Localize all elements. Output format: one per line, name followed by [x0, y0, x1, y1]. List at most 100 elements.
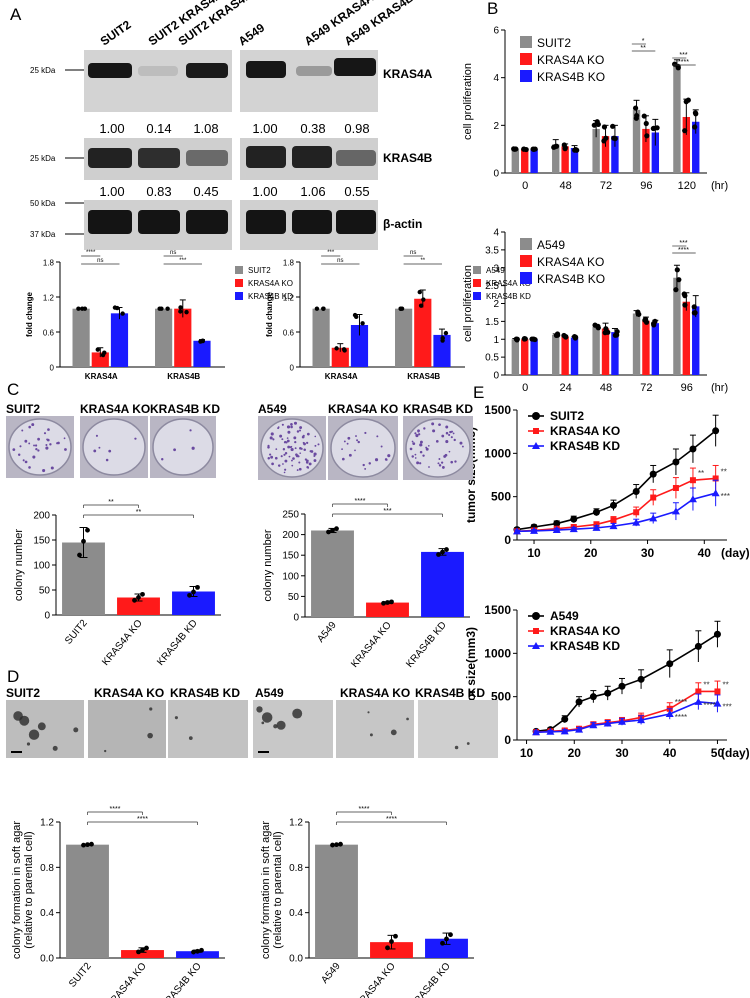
colony-dot — [173, 448, 176, 452]
sig-label: *** — [179, 258, 187, 264]
bar — [433, 334, 451, 367]
data-point — [398, 306, 403, 311]
mw-marker: 25 kDa — [30, 154, 56, 163]
quant-value: 1.00 — [99, 121, 124, 136]
legend-swatch — [520, 255, 532, 267]
colony-dot — [286, 439, 290, 443]
x-axis-label: (hr) — [711, 382, 728, 394]
bar — [521, 339, 529, 375]
legend-marker — [532, 642, 540, 649]
colony-dot — [98, 446, 101, 449]
bar — [692, 121, 700, 173]
data-point — [448, 932, 453, 938]
colony-dot — [299, 452, 302, 454]
data-point — [530, 526, 539, 534]
sig-label: ** — [640, 45, 646, 52]
data-point — [136, 949, 141, 955]
data-point — [675, 65, 681, 71]
data-point — [651, 125, 657, 131]
y-axis-label: tumor size(mm3) — [464, 627, 478, 723]
data-point — [601, 124, 608, 130]
y-tick-label: 150 — [33, 536, 50, 547]
data-point — [676, 277, 682, 283]
data-point — [592, 523, 601, 531]
panel-label-b: B — [487, 0, 498, 18]
colony-dot — [28, 729, 40, 740]
colony-dot — [147, 732, 153, 739]
x-tick-label: 20 — [568, 746, 582, 760]
data-point — [80, 306, 85, 311]
series-line — [536, 690, 718, 733]
bar — [395, 308, 413, 367]
data-point — [330, 527, 335, 533]
data-point — [326, 529, 331, 535]
bar — [421, 551, 464, 617]
colony-dot — [466, 742, 470, 745]
sig-label: ** — [722, 680, 728, 689]
bar — [673, 277, 681, 375]
bar — [110, 313, 129, 367]
data-point — [714, 688, 721, 695]
bar — [642, 128, 650, 173]
data-point — [334, 526, 339, 532]
x-tick-label: KRAS4A — [85, 372, 118, 381]
legend-label: KRAS4A KO — [550, 624, 620, 638]
bar — [72, 308, 90, 367]
colony-dot — [281, 423, 284, 426]
x-tick-label: KRAS4A KO — [349, 620, 394, 670]
colony-dot — [461, 445, 464, 448]
quant-value: 0.55 — [344, 184, 369, 199]
data-point — [682, 302, 688, 308]
sig-label: ** — [108, 499, 114, 506]
colony-dot — [33, 444, 36, 447]
colony-dot — [427, 445, 430, 447]
colony-dot — [419, 462, 422, 465]
panel-label-a: A — [10, 5, 22, 24]
legend-marker — [533, 428, 539, 434]
y-tick-label: 6 — [493, 26, 499, 37]
y-tick-label: 100 — [282, 571, 299, 582]
colony-dot — [298, 429, 302, 432]
colony-dot — [416, 461, 420, 465]
sig-label: ** — [136, 509, 142, 516]
sig-label: **** — [675, 698, 687, 707]
chart-a-right: 0 0.6 1.2 1.8 fold change KRAS4A KRAS4B A549 KRA… — [265, 250, 531, 381]
y-axis-label: colony formation in soft agar — [260, 821, 272, 960]
agar-title: KRAS4B KD — [415, 686, 485, 700]
colony-dot — [448, 450, 451, 453]
data-point — [385, 600, 390, 605]
data-point — [649, 514, 658, 522]
colony-dot — [306, 459, 309, 463]
colony-dot — [357, 440, 360, 444]
colony-dot — [291, 459, 293, 462]
sig-label: *** — [679, 240, 687, 247]
sig-label: * — [642, 38, 645, 45]
bar — [350, 325, 369, 367]
plate-title: KRAS4A KO — [328, 402, 398, 416]
sig-label: *** — [679, 52, 687, 59]
sig-label: *** — [721, 492, 730, 501]
x-tick-label: 30 — [615, 746, 629, 760]
legend-swatch — [235, 292, 243, 300]
data-point — [389, 599, 394, 605]
dish — [330, 418, 396, 478]
colony-dot — [295, 454, 299, 458]
colony-dot — [290, 447, 294, 452]
colony-dot — [341, 448, 343, 451]
colony-dot — [313, 452, 317, 456]
bar — [682, 116, 691, 173]
lane-label: SUIT2 — [98, 17, 134, 48]
bar — [642, 320, 650, 375]
data-point — [381, 600, 386, 606]
sig-label: ns — [410, 250, 416, 256]
colony-dot — [269, 453, 272, 456]
colony-dot — [288, 455, 291, 458]
x-axis-label: (hr) — [711, 180, 728, 192]
mw-marker: 25 kDa — [30, 66, 56, 75]
y-axis-label: fold change — [265, 292, 274, 337]
y-tick-label: 200 — [282, 530, 299, 541]
agar-title: KRAS4A KO — [340, 686, 410, 700]
colony-dot — [277, 464, 281, 467]
band — [186, 210, 228, 234]
band — [138, 148, 180, 168]
